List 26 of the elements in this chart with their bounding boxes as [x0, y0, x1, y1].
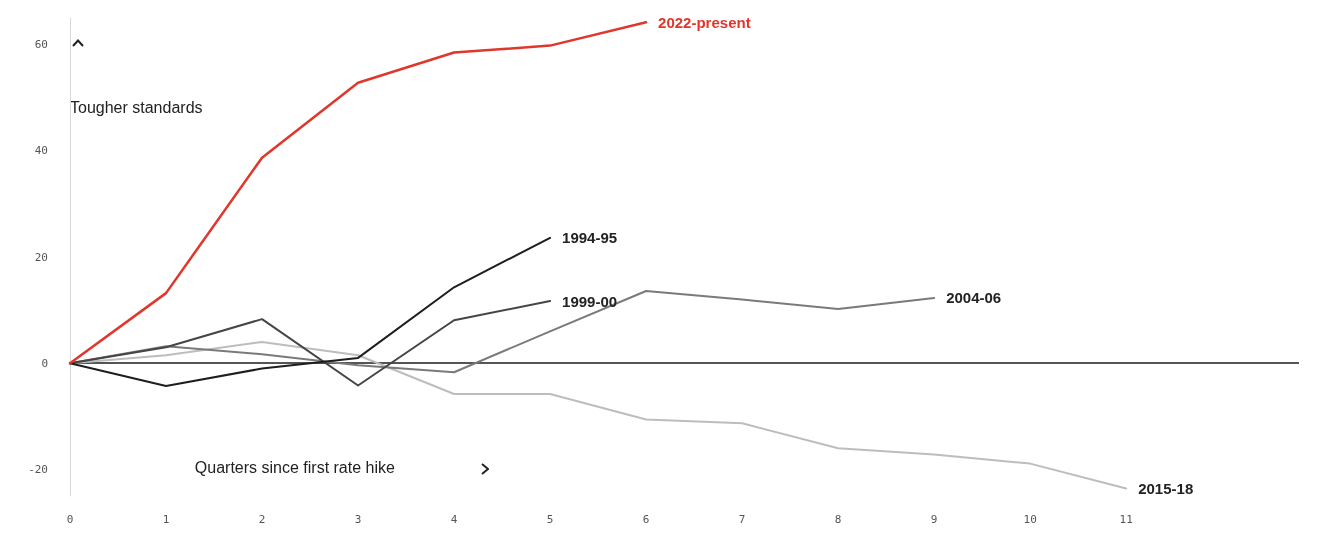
y-tick-label: 20 [34, 250, 48, 264]
x-tick-label: 9 [930, 513, 938, 526]
series-label: 1999-00 [562, 292, 618, 310]
x-tick-label: 4 [450, 513, 458, 526]
series-label: 2015-18 [1138, 480, 1194, 498]
series-label: 2004-06 [946, 289, 1002, 307]
x-tick-label: 6 [642, 513, 650, 526]
x-tick-label: 0 [66, 513, 74, 526]
x-tick-label: 2 [258, 513, 266, 526]
y-tick-label: 60 [34, 38, 48, 52]
x-tick-label: 5 [546, 513, 554, 526]
x-tick-label: 10 [1023, 513, 1037, 526]
y-tick-label: -20 [28, 462, 48, 476]
line-series [68, 21, 648, 365]
line-series [69, 236, 552, 388]
x-axis-title: Quarters since first rate hike [194, 458, 395, 476]
series-label: 2022-present [658, 13, 751, 31]
x-tick-label: 7 [738, 513, 746, 526]
y-tick-label: 0 [41, 356, 48, 370]
y-tick-label: 40 [34, 144, 48, 158]
x-tick-label: 1 [162, 513, 170, 526]
series-label: 1994-95 [562, 229, 618, 247]
y-axis-title: Tougher standards [70, 99, 203, 117]
x-tick-label: 11 [1119, 513, 1133, 526]
x-tick-label: 3 [354, 513, 362, 526]
x-tick-label: 8 [834, 513, 842, 526]
